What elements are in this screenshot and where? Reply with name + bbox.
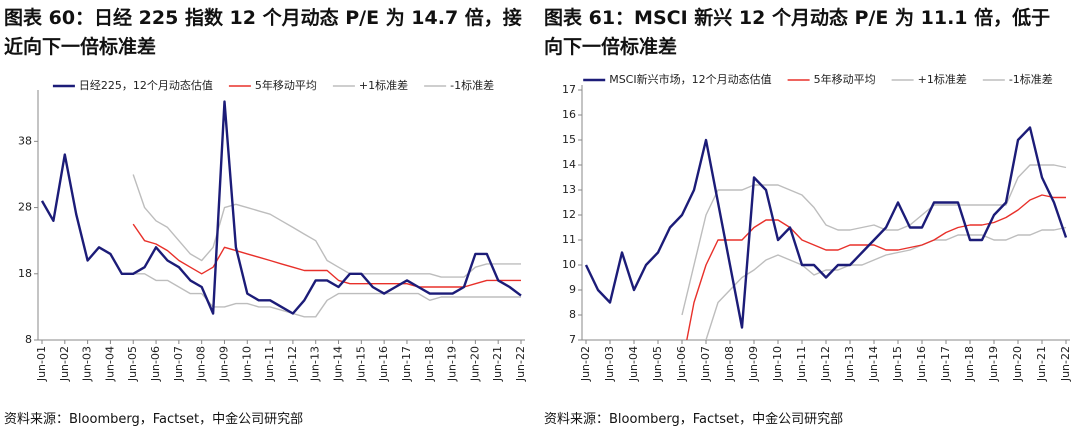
x-tick-label: Jun-16 xyxy=(377,346,390,382)
x-tick-label: Jun-13 xyxy=(309,346,322,382)
y-tick-label: 16 xyxy=(562,108,576,121)
plot xyxy=(584,126,1068,340)
plot xyxy=(40,100,522,318)
y-tick-label: 11 xyxy=(562,233,576,246)
y-tick-label: 13 xyxy=(562,183,576,196)
y-tick-label: 15 xyxy=(562,133,576,146)
x-tick-label: Jun-03 xyxy=(603,346,616,382)
x-tick-label: Jun-09 xyxy=(747,346,760,382)
y-tick-label: 28 xyxy=(18,201,32,214)
x-tick-label: Jun-08 xyxy=(723,346,736,382)
chart-title: 图表 60：日经 225 指数 12 个月动态 P/E 为 14.7 倍，接近向… xyxy=(4,7,522,58)
legend-label: 5年移动平均 xyxy=(814,72,876,86)
y-tick-label: 8 xyxy=(569,308,576,321)
x-tick-label: Jun-07 xyxy=(172,346,185,382)
y-tick-label: 38 xyxy=(18,134,32,147)
legend-label: -1标准差 xyxy=(1009,72,1053,86)
x-tick-label: Jun-02 xyxy=(579,346,592,382)
x-tick-label: Jun-13 xyxy=(843,346,856,382)
x-tick-label: Jun-18 xyxy=(423,346,436,382)
x-tick-label: Jun-05 xyxy=(126,346,139,382)
series-line xyxy=(686,194,1066,340)
x-tick-label: Jun-21 xyxy=(1035,346,1048,382)
series-line xyxy=(584,126,1068,329)
legend-label: MSCI新兴市场，12个月动态估值 xyxy=(609,72,771,86)
x-tick-label: Jun-14 xyxy=(867,346,880,382)
y-tick-label: 9 xyxy=(569,283,576,296)
y-tick-label: 12 xyxy=(562,208,576,221)
series-line xyxy=(40,100,522,315)
x-tick-label: Jun-04 xyxy=(103,346,116,382)
chart: 7 8 9 10 11 12 13 14 15 16 17 Jun-02 Jun-03 Jun-04 Jun… xyxy=(562,72,1072,382)
legend-label: +1标准差 xyxy=(359,78,408,92)
panel: 图表 60：日经 225 指数 12 个月动态 P/E 为 14.7 倍，接近向… xyxy=(4,7,527,427)
x-tick-label: Jun-06 xyxy=(675,346,688,382)
legend-label: 5年移动平均 xyxy=(255,78,317,92)
x-tick-label: Jun-12 xyxy=(286,346,299,382)
x-tick-label: Jun-19 xyxy=(446,346,459,382)
x-tick-label: Jun-19 xyxy=(987,346,1000,382)
x-tick-label: Jun-22 xyxy=(1059,346,1072,382)
x-tick-label: Jun-03 xyxy=(81,346,94,382)
x-tick-label: Jun-15 xyxy=(891,346,904,382)
x-tick-label: Jun-17 xyxy=(939,346,952,382)
y-tick-label: 8 xyxy=(25,333,32,346)
x-tick-label: Jun-10 xyxy=(240,346,253,382)
x-tick-label: Jun-16 xyxy=(915,346,928,382)
y-tick-label: 7 xyxy=(569,333,576,346)
legend-label: -1标准差 xyxy=(450,78,494,92)
x-tick-label: Jun-06 xyxy=(149,346,162,382)
x-tick-label: Jun-11 xyxy=(263,346,276,382)
x-tick-label: Jun-20 xyxy=(1011,346,1024,382)
x-tick-label: Jun-17 xyxy=(400,346,413,382)
x-tick-label: Jun-15 xyxy=(354,346,367,382)
x-tick-label: Jun-18 xyxy=(963,346,976,382)
y-tick-label: 10 xyxy=(562,258,576,271)
series-line xyxy=(133,273,521,318)
panel: 图表 61：MSCI 新兴 12 个月动态 P/E 为 11.1 倍，低于向下一… xyxy=(540,0,1080,439)
y-tick-label: 17 xyxy=(562,83,576,96)
x-tick-label: Jun-05 xyxy=(651,346,664,382)
x-tick-label: Jun-21 xyxy=(491,346,504,382)
legend-label: +1标准差 xyxy=(918,72,967,86)
x-tick-label: Jun-11 xyxy=(795,346,808,382)
x-tick-label: Jun-08 xyxy=(195,346,208,382)
source-note: 资料来源：Bloomberg，Factset，中金公司研究部 xyxy=(544,412,844,427)
x-tick-label: Jun-02 xyxy=(58,346,71,382)
chart: 8 18 28 38 Jun-01 Jun-02 Jun-03 Jun-04 Jun-05 Jun… xyxy=(18,78,527,382)
x-tick-label: Jun-22 xyxy=(514,346,527,382)
chart-title: 图表 61：MSCI 新兴 12 个月动态 P/E 为 11.1 倍，低于向下一… xyxy=(544,7,1051,58)
series-line xyxy=(132,174,521,278)
source-note: 资料来源：Bloomberg，Factset，中金公司研究部 xyxy=(4,412,304,427)
x-tick-label: Jun-14 xyxy=(332,346,345,382)
x-tick-label: Jun-12 xyxy=(819,346,832,382)
x-tick-label: Jun-04 xyxy=(627,346,640,382)
legend-label: 日经225，12个月动态估值 xyxy=(79,79,213,92)
x-tick-label: Jun-07 xyxy=(699,346,712,382)
x-tick-label: Jun-20 xyxy=(468,346,481,382)
x-tick-label: Jun-01 xyxy=(35,346,48,382)
series-line xyxy=(132,223,521,288)
y-tick-label: 14 xyxy=(562,158,576,171)
x-tick-label: Jun-09 xyxy=(217,346,230,382)
y-tick-label: 18 xyxy=(18,267,32,280)
x-tick-label: Jun-10 xyxy=(771,346,784,382)
